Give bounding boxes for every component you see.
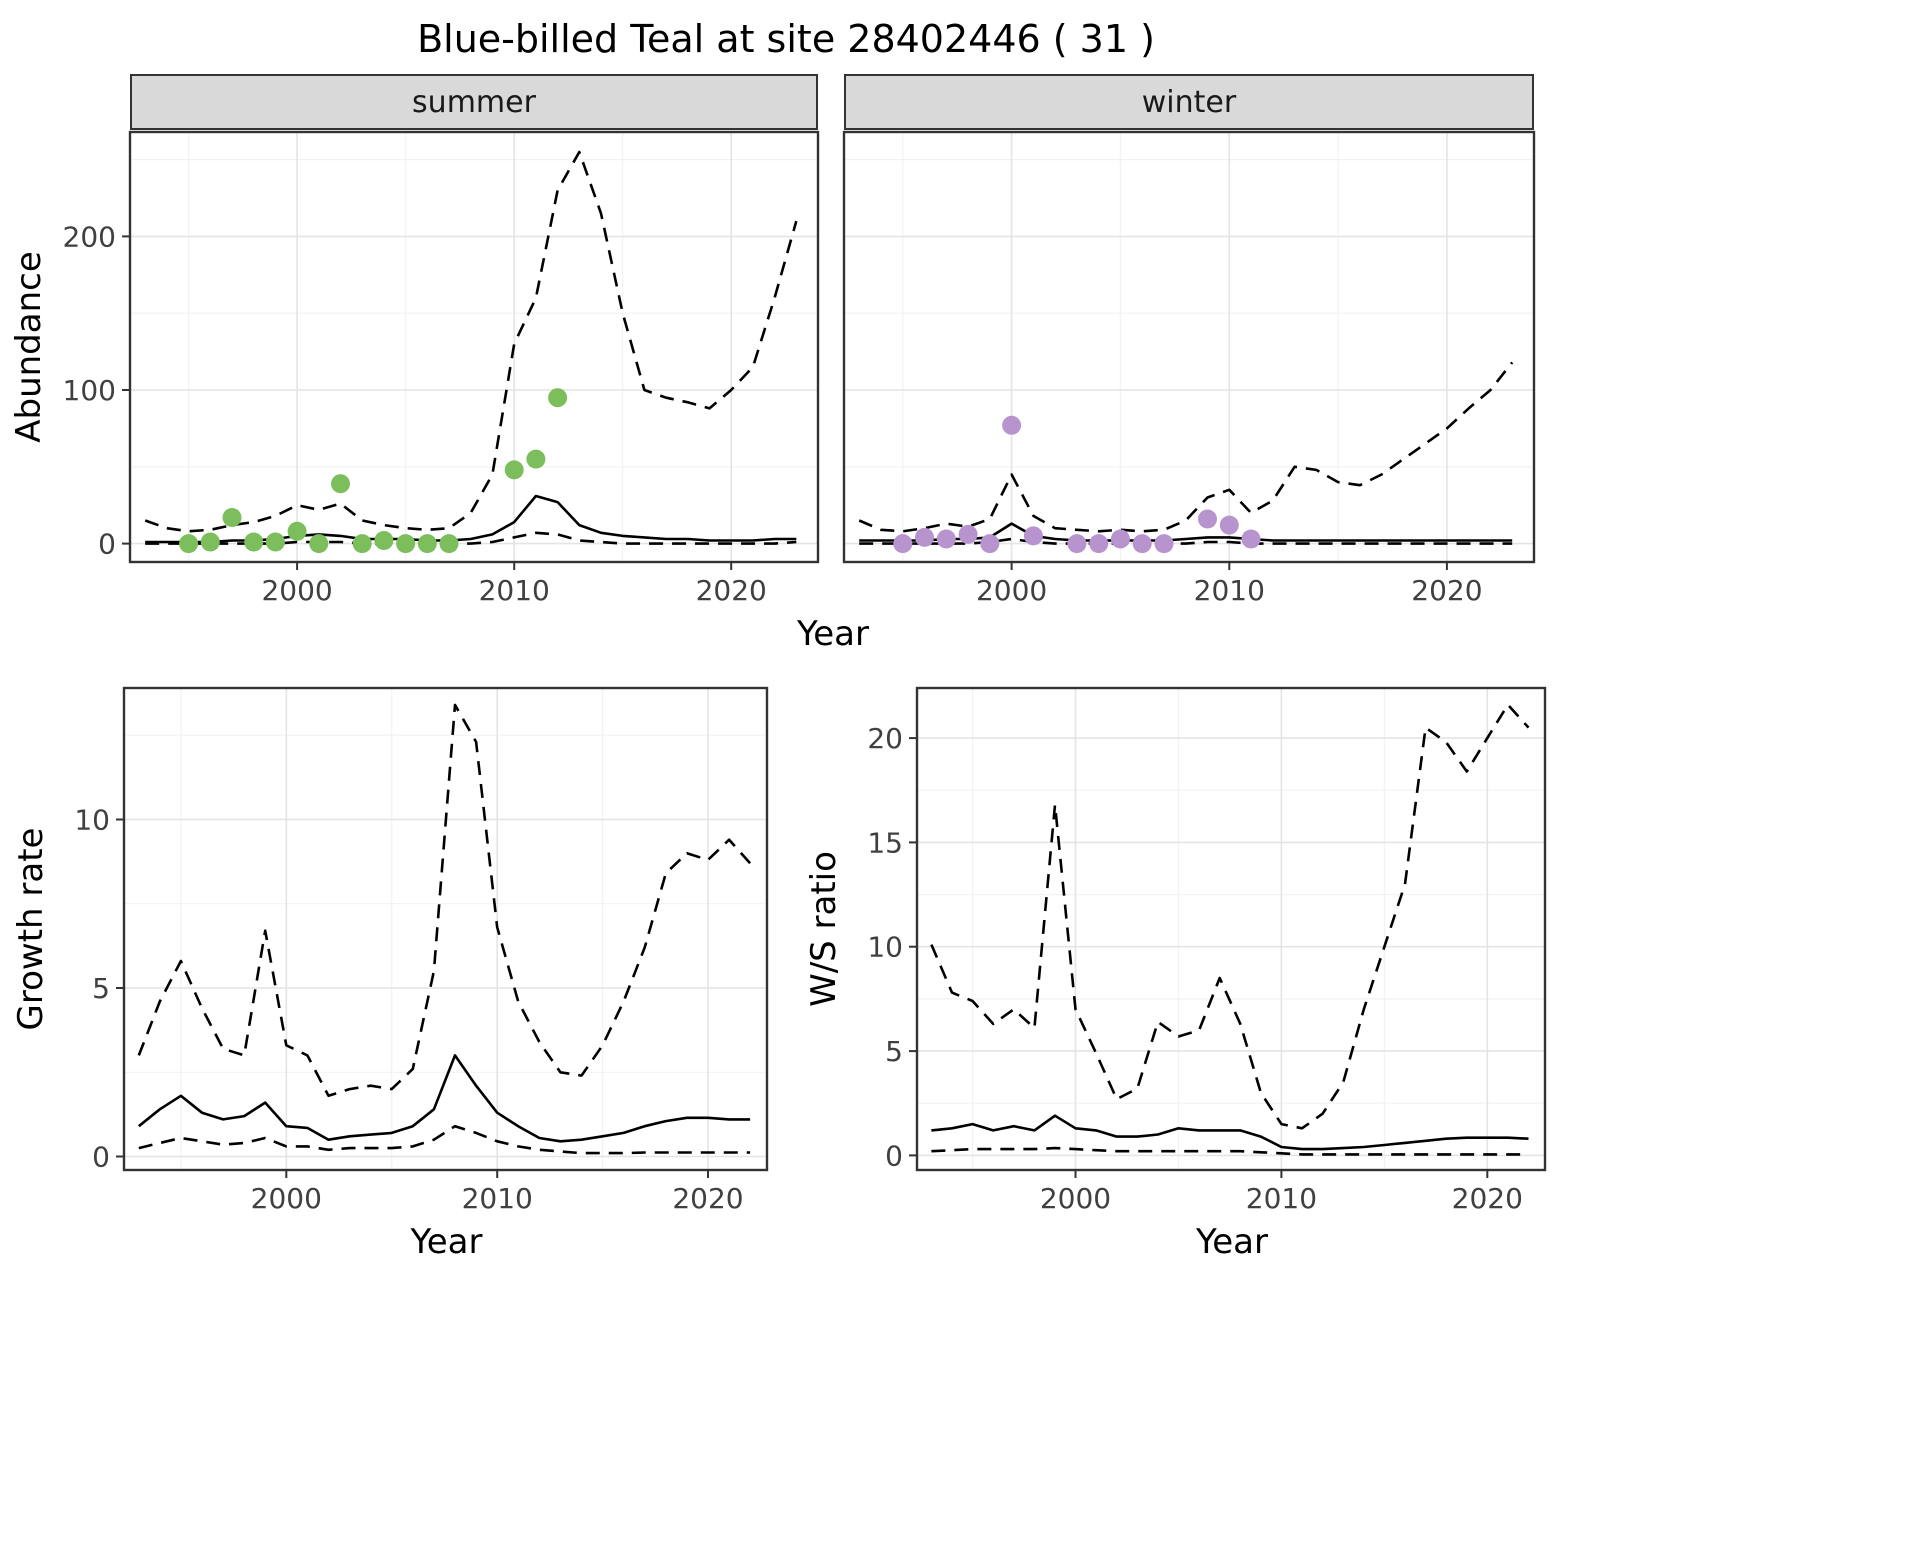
growth_rate-svg: 2000 2010 2020 0 5 10: [74, 686, 769, 1216]
svg-text:0: 0: [885, 1139, 903, 1172]
axis-ticks: 2000 2010 2020 0 100 200: [63, 220, 767, 607]
panel-bg: [130, 132, 818, 562]
growth-x-axis-label: Year: [410, 1222, 483, 1262]
panel-bg: [917, 688, 1545, 1170]
svg-text:2010: 2010: [1194, 574, 1265, 607]
svg-text:2010: 2010: [479, 574, 550, 607]
abundance-row: Abundance summer 2000 2010 2020 0 100 200 win…: [6, 74, 1569, 610]
svg-text:2000: 2000: [976, 574, 1047, 607]
growth-rate-subplot: Growth rate 2000 2010 2020 0 5 10 Year: [6, 682, 769, 1264]
ws-x-axis-label: Year: [1196, 1222, 1268, 1262]
series-upper_CI: [930, 703, 1530, 1130]
ws-ratio-chart: 2000 2010 2020 0 5 10 15 20: [849, 682, 1547, 1220]
series: [137, 703, 752, 1155]
abundance_summer-svg: 2000 2010 2020 0 100 200: [63, 130, 820, 607]
panel-bg: [844, 132, 1534, 562]
svg-text:2020: 2020: [672, 1182, 743, 1215]
svg-text:2000: 2000: [261, 574, 332, 607]
axis-ticks: 2000 2010 2020 0 5 10 15 20: [867, 722, 1523, 1215]
facet-strip-winter-label: winter: [1141, 84, 1237, 120]
growth-rate-chart: 2000 2010 2020 0 5 10: [56, 682, 769, 1220]
series-median_fit: [931, 1114, 1529, 1151]
facet-strip-summer: summer: [130, 74, 818, 130]
series: [858, 361, 1514, 554]
svg-text:2020: 2020: [1452, 1182, 1523, 1215]
svg-text:10: 10: [74, 804, 110, 837]
ws-ratio-axis-label: W/S ratio: [804, 851, 844, 1008]
svg-text:2000: 2000: [251, 1182, 322, 1215]
facet-strip-winter: winter: [844, 74, 1534, 130]
abundance-axis-label: Abundance: [9, 251, 49, 444]
series-upper_CI: [137, 703, 752, 1098]
panel-border: [128, 130, 820, 564]
svg-text:100: 100: [63, 374, 116, 407]
ws-ratio-axis: W/S ratio: [799, 682, 849, 1220]
growth-rate-axis-label: Growth rate: [11, 828, 51, 1031]
svg-text:15: 15: [867, 826, 903, 859]
growth-rate-axis: Growth rate: [6, 682, 56, 1220]
series-median_fit: [137, 1054, 751, 1143]
abundance_winter-svg: 2000 2010 2020: [842, 130, 1536, 607]
plot-title: Blue-billed Teal at site 28402446 ( 31 ): [417, 17, 1155, 61]
panel-border: [122, 686, 769, 1172]
svg-text:2010: 2010: [1246, 1182, 1317, 1215]
panel-border: [842, 130, 1536, 564]
svg-text:2020: 2020: [1411, 574, 1482, 607]
svg-text:2020: 2020: [696, 574, 767, 607]
facet-strip-summer-label: summer: [412, 84, 536, 120]
bottom-row: Growth rate 2000 2010 2020 0 5 10 Year W/S ra…: [6, 682, 1569, 1264]
axis-ticks: 2000 2010 2020: [976, 562, 1483, 607]
series-lower_CI: [859, 537, 1513, 545]
ws_ratio-svg: 2000 2010 2020 0 5 10 15 20: [867, 686, 1547, 1215]
figure-page: Blue-billed Teal at site 28402446 ( 31 )…: [6, 17, 1569, 1264]
svg-text:10: 10: [867, 931, 903, 964]
svg-text:5: 5: [92, 972, 110, 1005]
winter-abundance-chart: 2000 2010 2020: [842, 130, 1536, 610]
svg-text:2000: 2000: [1040, 1182, 1111, 1215]
ws-ratio-subplot: W/S ratio 2000 2010 2020 0 5 10 15 20 Year: [799, 682, 1547, 1264]
series-lower_CI: [931, 1146, 1529, 1156]
panel-bg: [124, 688, 767, 1170]
series: [930, 703, 1530, 1156]
axis-ticks: 2000 2010 2020 0 5 10: [74, 804, 743, 1216]
svg-text:0: 0: [92, 1141, 110, 1174]
facet-summer: summer 2000 2010 2020 0 100 200: [52, 74, 820, 610]
top-x-axis-label: Year: [797, 614, 869, 654]
svg-text:20: 20: [867, 722, 903, 755]
series-lower_CI: [138, 1124, 751, 1155]
svg-text:5: 5: [885, 1035, 903, 1068]
series-observed_counts: [893, 415, 1261, 554]
summer-abundance-chart: 2000 2010 2020 0 100 200: [52, 130, 820, 610]
series-lower_CI: [145, 531, 797, 545]
series-upper_CI: [144, 150, 798, 533]
abundance-axis: Abundance: [6, 74, 52, 610]
svg-text:200: 200: [63, 220, 116, 253]
svg-text:0: 0: [98, 528, 116, 561]
panel-border: [915, 686, 1547, 1172]
svg-text:2010: 2010: [462, 1182, 533, 1215]
series: [144, 150, 798, 554]
series-observed_counts: [179, 388, 568, 554]
facet-winter: winter 2000 2010 2020: [842, 74, 1536, 610]
